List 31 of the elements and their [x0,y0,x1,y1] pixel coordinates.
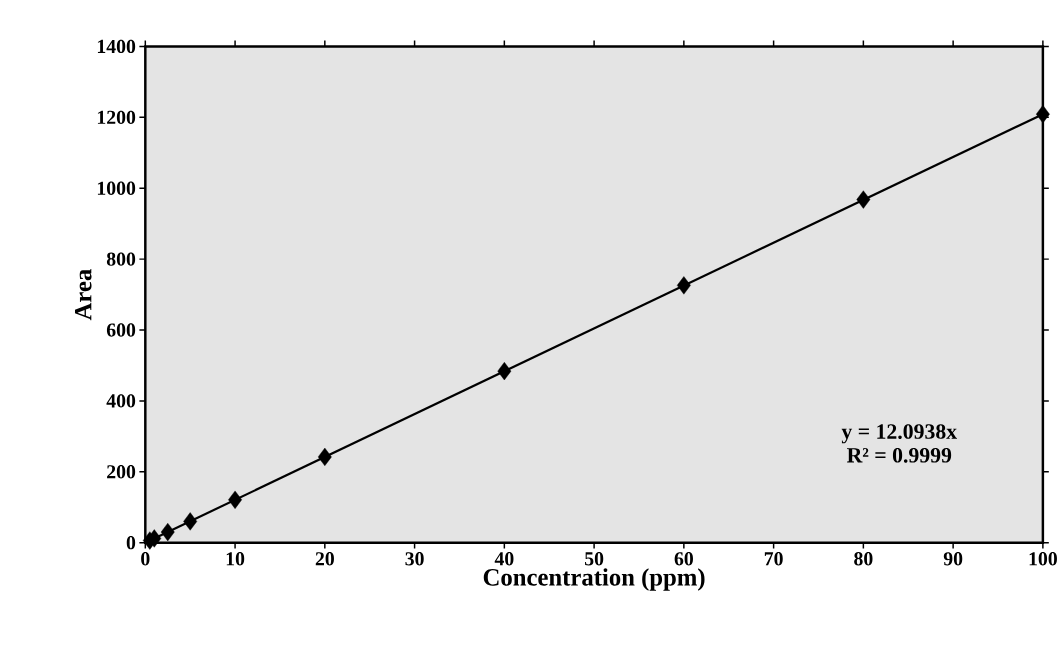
y-tick-label: 0 [126,535,136,550]
y-tick-label: 1200 [97,110,136,124]
x-tick-label: 30 [405,552,424,566]
annotation: R² = 0.9999 [846,447,952,463]
x-tick-label: 40 [494,552,514,566]
x-tick-label: 100 [1029,552,1057,566]
y-tick-label: 400 [106,394,136,408]
y-tick-label: 1000 [97,181,136,195]
x-axis-title: Concentration (ppm) [483,568,705,591]
x-tick-label: 80 [854,552,873,566]
point [183,512,198,531]
y-tick-label: 800 [106,252,136,266]
point [160,522,175,542]
x-tick-label: 60 [674,552,693,566]
point [676,276,691,295]
annotation: y = 12.0938x [841,424,957,444]
x-tick-label: 90 [943,552,963,566]
point [317,447,332,466]
y-axis-title: Area [74,268,92,321]
point [497,361,512,381]
y-tick-label: 600 [106,323,136,337]
x-tick-label: 0 [141,552,150,566]
y-tick-label: 200 [107,465,136,479]
x-tick-label: 50 [585,552,604,566]
point [228,490,242,509]
x-tick-label: 10 [226,552,245,566]
point [856,190,871,209]
x-tick-label: 70 [764,552,783,566]
point [1036,104,1050,124]
x-tick-label: 20 [315,552,334,566]
y-tick-label: 1400 [97,39,136,54]
